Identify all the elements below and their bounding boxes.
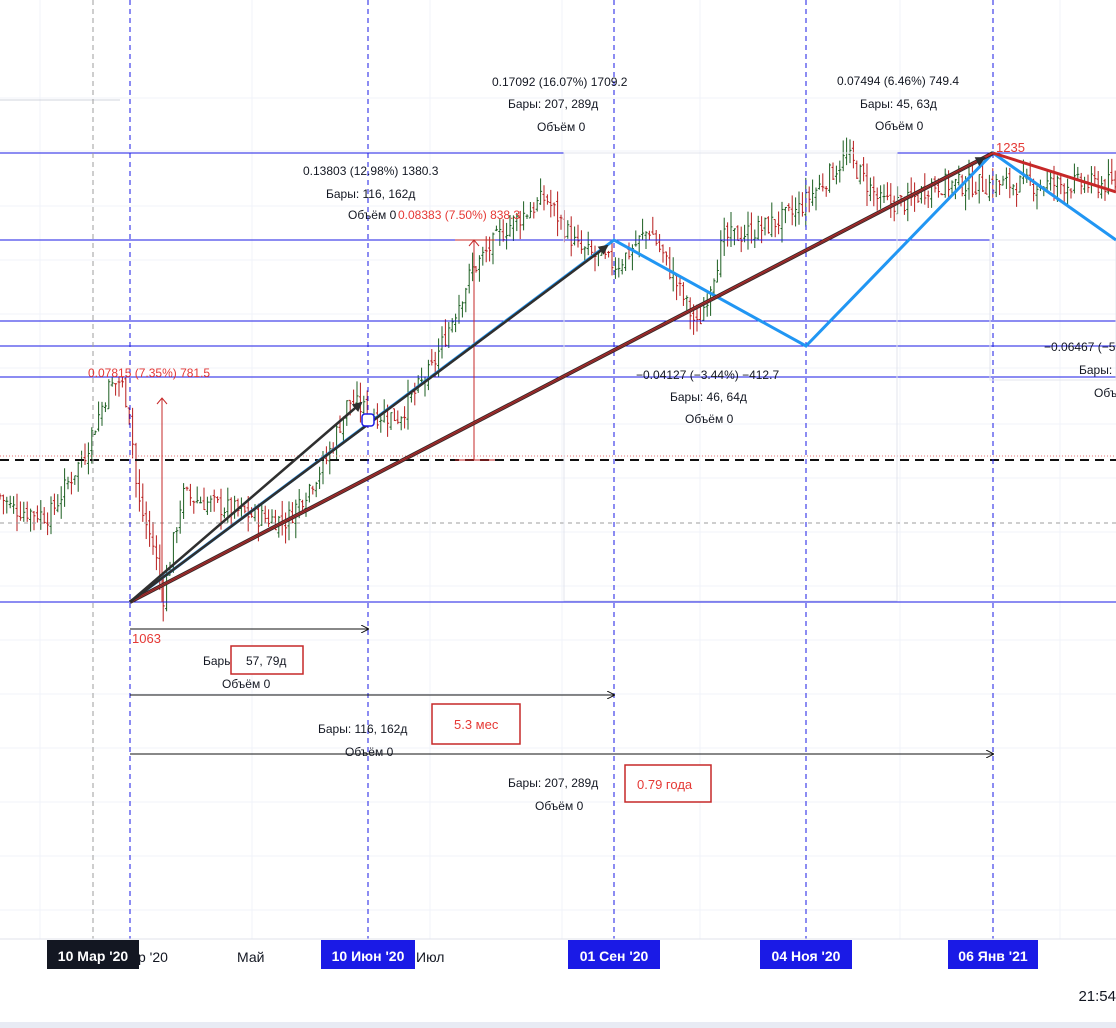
measure-4-line1: 0.17092 (16.07%) 1709.2 (492, 75, 628, 89)
measure-box-faint-2 (989, 239, 1116, 381)
measure-3-line1: 0.08383 (7.50%) 838.3 (398, 208, 520, 222)
measure-6-line1: −0.04127 (−3.44%) −412.7 (636, 368, 779, 382)
drawing-tools (129, 151, 1116, 754)
x-label-01-sep: 01 Сен '20 (580, 948, 649, 964)
measure-7-line1: −0.06467 (−5 (1044, 340, 1116, 354)
x-label-04-nov-bg (760, 940, 852, 969)
measure-5-line3: Объём 0 (875, 119, 924, 133)
x-label-06-jan: 06 Янв '21 (958, 948, 1028, 964)
measure-4-line3: Объём 0 (537, 120, 586, 134)
range-2-line2: Объём 0 (345, 745, 394, 759)
measure-2-line2: Бары: 116, 162д (326, 187, 415, 201)
arrow-to-jun (129, 401, 363, 603)
measure-4-line2: Бары: 207, 289д (508, 97, 598, 111)
measure-1-cap (156, 397, 168, 405)
anchor-handle (361, 413, 375, 427)
range-3-line2: Объём 0 (535, 799, 584, 813)
high-price-label: 1235 (996, 140, 1025, 155)
range-3-line1: Бары: 207, 289д (508, 776, 598, 790)
callout-box-1-text: 57, 79д (246, 654, 286, 668)
callout-box-2-text: 5.3 мес (454, 717, 499, 732)
time-axis[interactable]: р '20 Май Июл 10 Мар '20 10 Июн '20 01 С… (0, 938, 1116, 969)
x-tick-may: Май (237, 949, 264, 965)
low-price-label: 1063 (132, 631, 161, 646)
measure-5-line1: 0.07494 (6.46%) 749.4 (837, 74, 959, 88)
bottom-strip (0, 1022, 1116, 1028)
x-label-10-mar: 10 Мар '20 (58, 948, 129, 964)
callout-box-3 (624, 764, 712, 803)
chart-grid (0, 0, 1116, 939)
range-1-line2: Объём 0 (222, 677, 271, 691)
measure-6-line2: Бары: 46, 64д (670, 390, 747, 404)
x-label-06-jan-bg (948, 940, 1038, 969)
callout-box-1 (230, 645, 304, 675)
measure-2-line1: 0.13803 (12.98%) 1380.3 (303, 164, 439, 178)
x-label-10-mar-bg (47, 940, 139, 969)
x-label-01-sep-bg (568, 940, 660, 969)
x-tick-jul: Июл (416, 949, 444, 965)
arrow-to-jan (129, 157, 986, 603)
measure-2-line3: Объём 0 (348, 208, 397, 222)
callout-box-3-text: 0.79 года (637, 777, 693, 792)
measure-6-line3: Объём 0 (685, 412, 734, 426)
clock: 21:54 (1078, 988, 1116, 1005)
horizontal-levels (0, 0, 1116, 939)
range-2-line1: Бары: 116, 162д (318, 722, 407, 736)
measure-7-line2: Бары: (1079, 363, 1112, 377)
measure-1-line1: 0.07815 (7.35%) 781.5 (88, 366, 210, 380)
x-label-10-jun: 10 Июн '20 (332, 948, 405, 964)
x-tick-partial: р '20 (138, 949, 168, 965)
trend-line-down (992, 151, 1116, 194)
x-label-10-jun-bg (321, 940, 415, 969)
x-label-04-nov: 04 Ноя '20 (772, 948, 841, 964)
measure-7-line3: Объ (1094, 386, 1116, 400)
callout-boxes: 57, 79д 5.3 мес 0.79 года (230, 645, 712, 803)
callout-box-2 (431, 703, 521, 745)
measure-5-line2: Бары: 45, 63д (860, 97, 937, 111)
